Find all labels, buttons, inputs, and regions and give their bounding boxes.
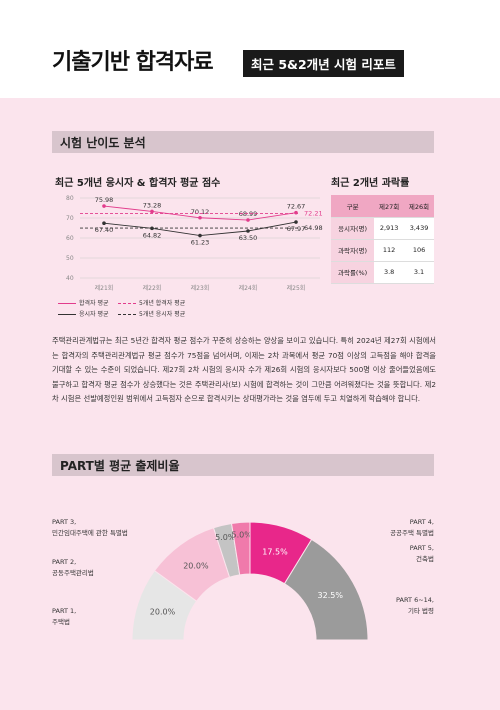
slice-label: 5.0% (232, 530, 253, 539)
data-label: 67.40 (95, 226, 114, 234)
x-tick-label: 제22회 (143, 284, 162, 292)
y-tick-label: 80 (66, 195, 74, 202)
data-point (150, 209, 154, 214)
data-point (102, 221, 106, 225)
table-title: 최근 2개년 과락률 (331, 178, 410, 189)
legend-label: 응시자 평균 (79, 311, 109, 318)
slice-label: 20.0% (150, 608, 176, 617)
y-tick-label: 40 (66, 275, 74, 282)
line-chart-title: 최근 5개년 응시자 & 합격자 평균 점수 (55, 178, 221, 189)
part-number: PART 1, (52, 607, 77, 615)
part-label-4: PART 4, 공공주택 특별법 (372, 517, 434, 539)
part-number: PART 5, (409, 544, 434, 552)
table-header-cell: 제27회 (374, 195, 405, 218)
data-point (246, 229, 250, 233)
part-ratio-chart: 20.0% 20.0% 5.0%5.0% 17.5% 32.5% (131, 521, 369, 641)
header: 기출기반 합격자료 최근 5&2개년 시험 리포트 (0, 0, 500, 98)
part-name: 주택법 (52, 618, 70, 626)
y-tick-label: 50 (66, 255, 74, 262)
part-number: PART 3, (52, 518, 77, 526)
slice-label: 32.5% (318, 591, 344, 600)
analysis-paragraph: 주택관리관계법규는 최근 5년간 합격자 평균 점수가 꾸준히 상승하는 양상을… (52, 336, 436, 403)
legend-label: 합격자 평균 (79, 300, 109, 307)
table-header-row: 구분 제27회 제26회 (331, 195, 434, 218)
table-row: 과락자(명) 112 106 (331, 239, 434, 262)
data-label: 73.28 (143, 201, 162, 209)
data-point (246, 218, 250, 222)
part-number: PART 6~14, (396, 596, 434, 604)
section-header-part-ratio: PART별 평균 출제비율 (52, 454, 434, 476)
part-label-5: PART 5, 건축법 (372, 543, 434, 565)
data-label: 67.97 (287, 225, 306, 233)
table-cell: 응시자(명) (331, 217, 375, 240)
page-subtitle: 최근 5&2개년 시험 리포트 (243, 50, 404, 77)
table-cell: 3.1 (404, 261, 434, 284)
data-label: 70.12 (191, 208, 210, 216)
legend-item: 합격자 평균 (58, 298, 109, 307)
legend-item: 응시자 평균 (58, 309, 109, 318)
part-number: PART 4, (409, 518, 434, 526)
table-row: 응시자(명) 2,913 3,439 (331, 217, 434, 240)
data-label: 64.82 (143, 231, 162, 239)
legend-line-solid-pink (58, 303, 76, 304)
part-label-3: PART 3, 민간임대주택에 관한 특별법 (52, 517, 128, 539)
data-point (198, 233, 202, 238)
table-cell: 3,439 (404, 217, 434, 240)
page-title: 기출기반 합격자료 (52, 50, 214, 75)
slice-label: 17.5% (262, 547, 288, 556)
data-label: 75.98 (95, 196, 114, 204)
part-name: 기타 법령 (408, 607, 434, 615)
data-point (102, 204, 106, 208)
part-label-6: PART 6~14, 기타 법령 (372, 595, 434, 617)
x-tick-label: 제24회 (239, 284, 258, 292)
fail-rate-table: 구분 제27회 제26회 응시자(명) 2,913 3,439 과락자(명) 1… (331, 195, 434, 284)
legend-label: 5개년 응시자 평균 (139, 311, 186, 318)
table-cell: 3.8 (374, 261, 405, 284)
x-tick-label: 제25회 (287, 284, 306, 292)
series-line (103, 221, 297, 236)
part-name: 민간임대주택에 관한 특별법 (52, 529, 128, 537)
x-tick-label: 제21회 (95, 284, 114, 292)
table-row: 과락률(%) 3.8 3.1 (331, 261, 434, 284)
section-header-difficulty: 시험 난이도 분석 (52, 131, 434, 153)
donut-slice (283, 538, 369, 641)
y-tick-label: 70 (66, 215, 74, 222)
part-label-2: PART 2, 공동주택관리법 (52, 557, 94, 579)
legend-line-dashed-dark (118, 314, 136, 315)
data-label: 61.23 (191, 239, 210, 247)
table-cell: 2,913 (374, 217, 405, 240)
y-tick-label: 60 (66, 235, 74, 242)
table-header-cell: 제26회 (404, 195, 434, 218)
part-name: 공공주택 특별법 (390, 529, 434, 537)
x-tick-label: 제23회 (191, 284, 210, 292)
slice-label: 5.0% (215, 533, 236, 542)
legend-item: 5개년 합격자 평균 (118, 298, 185, 307)
section-title: PART별 평균 출제비율 (60, 459, 180, 473)
line-chart: 40 50 60 70 80 제21회 제22회 제23회 제24회 제25회 75.98 73.28… (66, 195, 323, 292)
legend-label: 5개년 합격자 평균 (139, 300, 186, 307)
data-label: 72.67 (287, 203, 306, 211)
table-cell: 112 (374, 239, 405, 262)
data-point (294, 220, 298, 224)
part-name: 공동주택관리법 (52, 569, 94, 577)
data-label: 63.50 (239, 234, 258, 242)
legend-item: 5개년 응시자 평균 (118, 309, 185, 318)
table-cell: 과락자(명) (331, 239, 375, 262)
slice-label: 20.0% (183, 562, 209, 571)
part-number: PART 2, (52, 558, 77, 566)
legend-line-dashed-pink (118, 303, 136, 304)
average-label: 72.21 (304, 210, 323, 218)
average-label: 64.98 (304, 224, 323, 232)
table-cell: 106 (404, 239, 434, 262)
data-point (198, 215, 202, 220)
table-header-cell: 구분 (331, 195, 375, 218)
part-name: 건축법 (416, 555, 434, 563)
section-title: 시험 난이도 분석 (60, 136, 146, 150)
legend-line-solid-dark (58, 314, 76, 315)
table-cell: 과락률(%) (331, 261, 375, 284)
part-label-1: PART 1, 주택법 (52, 606, 76, 628)
line-chart-legend: 합격자 평균 5개년 합격자 평균 응시자 평균 5개년 응시자 평균 (58, 298, 258, 318)
